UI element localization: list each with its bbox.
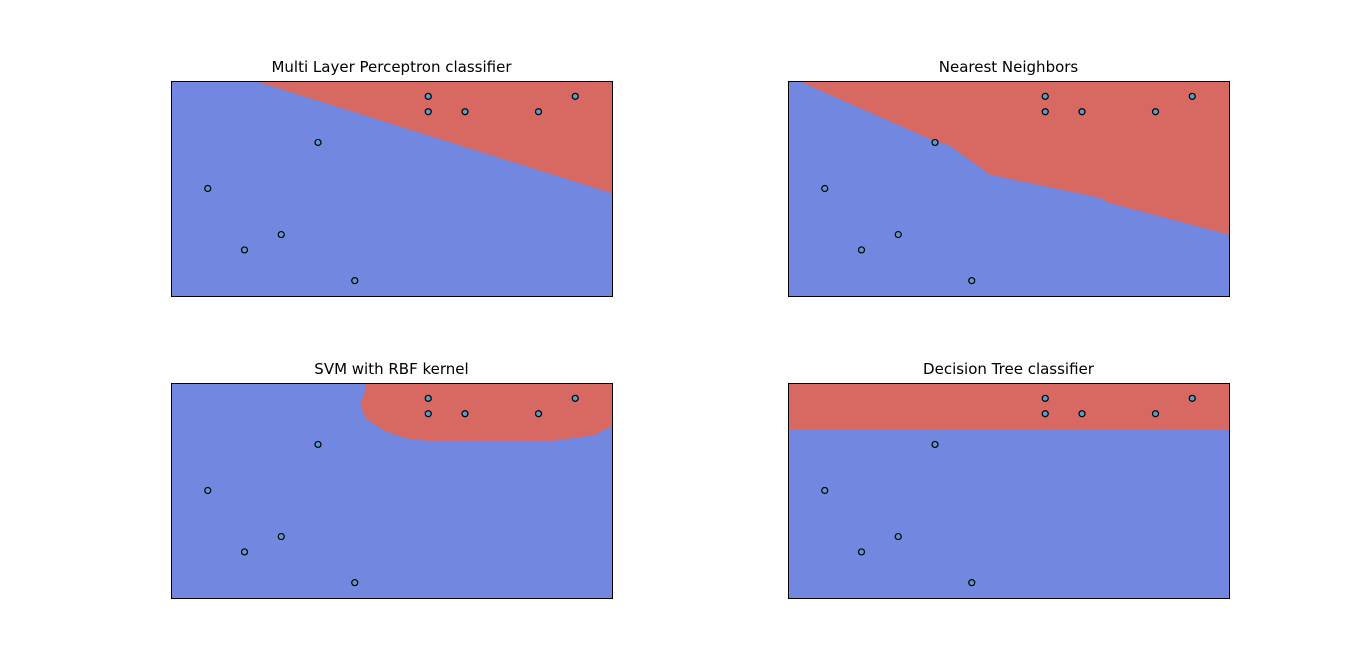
data-point (204, 486, 212, 495)
data-point (424, 410, 432, 418)
data-point (461, 410, 469, 418)
data-point (1151, 108, 1160, 116)
data-point (1041, 108, 1049, 116)
subplot-title: Multi Layer Perceptron classifier (271, 58, 512, 76)
data-point (204, 184, 212, 193)
axes-frame (171, 383, 613, 599)
subplot-nearest-neighbors: Nearest Neighbors (788, 58, 1230, 297)
data-point (1041, 92, 1049, 100)
data-point (534, 108, 543, 116)
data-point (1041, 394, 1049, 402)
data-point (277, 532, 285, 541)
data-point (1151, 410, 1160, 418)
data-point (314, 440, 322, 449)
subplot-title: SVM with RBF kernel (314, 360, 468, 378)
subplot-title: Nearest Neighbors (939, 58, 1079, 76)
data-point (931, 440, 939, 449)
data-point (351, 277, 359, 285)
axes-frame (788, 383, 1230, 599)
subplot-mlp: Multi Layer Perceptron classifier (171, 58, 613, 297)
data-point (968, 277, 976, 285)
data-point (240, 246, 249, 254)
subplot-svm-rbf: SVM with RBF kernel (171, 360, 613, 599)
data-point (424, 394, 432, 402)
data-point (424, 108, 432, 116)
data-point (240, 548, 249, 556)
data-point (1078, 410, 1086, 418)
data-point (277, 230, 285, 239)
data-point (314, 138, 322, 147)
data-point (1188, 92, 1196, 100)
data-point (1041, 410, 1049, 418)
subplot-title: Decision Tree classifier (923, 360, 1095, 378)
data-point (894, 230, 902, 239)
data-point (1188, 394, 1196, 402)
decision-region-class-1 (255, 81, 612, 194)
data-point (821, 486, 829, 495)
axes-frame (788, 81, 1230, 297)
decision-region-class-1 (788, 383, 1229, 430)
data-point (461, 108, 469, 116)
data-point (968, 579, 976, 587)
decision-region-class-1 (799, 81, 1229, 235)
data-point (857, 246, 866, 254)
data-point (534, 410, 543, 418)
data-point (821, 184, 829, 193)
data-point (894, 532, 902, 541)
data-point (424, 92, 432, 100)
subplot-decision-tree: Decision Tree classifier (788, 360, 1230, 599)
data-point (571, 92, 579, 100)
decision-region-class-1 (360, 383, 612, 441)
data-point (351, 579, 359, 587)
data-point (1078, 108, 1086, 116)
axes-frame (171, 81, 613, 297)
data-point (931, 138, 939, 147)
data-point (857, 548, 866, 556)
data-point (571, 394, 579, 402)
